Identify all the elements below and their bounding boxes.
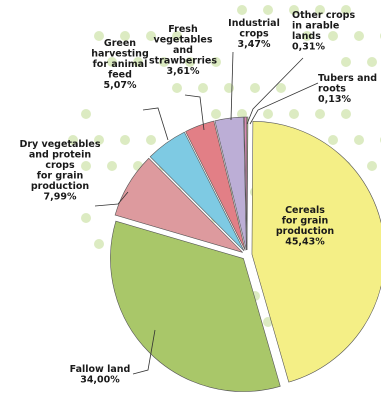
label-green: Green harvesting for animal feed 5,07%	[91, 38, 149, 91]
slice-labels: Cereals for grain production 45,43% Fallow l…	[19, 10, 377, 386]
label-fallow: Fallow land 34,00%	[70, 364, 131, 386]
leader-line-tubers	[249, 82, 319, 125]
slice-tubers	[246, 116, 249, 251]
leader-line-fresh	[184, 94, 205, 131]
slice-fallow	[110, 220, 281, 392]
leader-lines	[94, 51, 319, 375]
label-other: Other crops in arable lands 0,31%	[292, 10, 355, 53]
leader-line-green	[142, 107, 169, 141]
slice-cereals	[251, 121, 381, 383]
label-industrial: Industrial crops 3,47%	[228, 18, 280, 50]
label-fresh: Fresh vegetables and strawberries 3,61%	[149, 24, 217, 77]
slice-fresh	[185, 120, 246, 251]
pie-slices	[110, 116, 381, 392]
label-dryveg: Dry vegetables and protein crops for grain p…	[19, 139, 100, 203]
slice-dryveg	[114, 157, 243, 253]
leader-line-fallow	[132, 329, 156, 375]
leader-line-other	[246, 57, 304, 125]
leader-line-dryveg	[94, 191, 129, 207]
label-tubers: Tubers and roots 0,13%	[318, 73, 377, 105]
slice-green	[149, 131, 245, 252]
leader-line-industrial	[230, 51, 234, 121]
label-cereals: Cereals for grain production 45,43%	[276, 205, 335, 248]
slice-industrial	[214, 116, 247, 251]
